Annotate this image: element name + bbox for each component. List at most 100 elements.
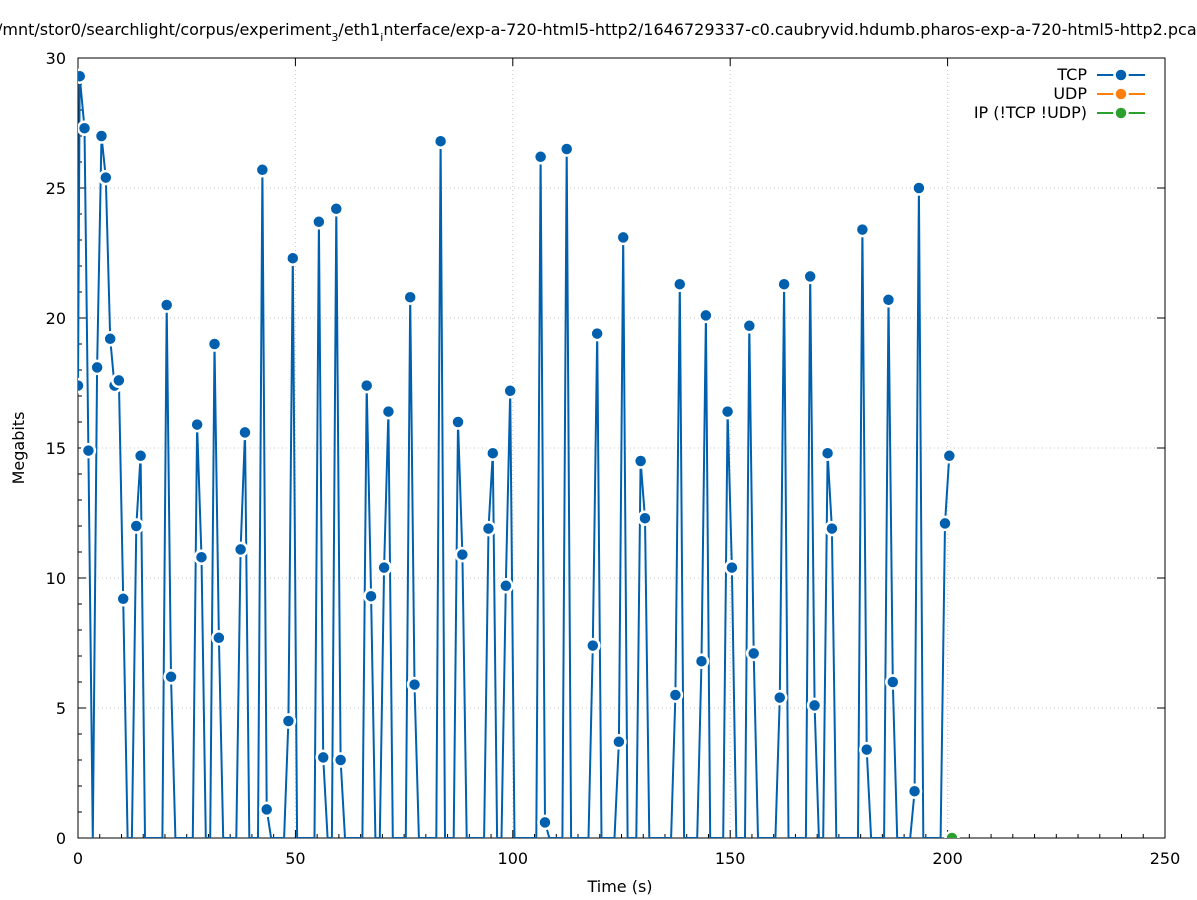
data-point <box>376 559 392 576</box>
series-line-0 <box>78 75 951 838</box>
data-point <box>498 578 514 594</box>
data-point <box>454 546 471 563</box>
data-point <box>585 637 601 654</box>
data-point <box>98 169 114 186</box>
data-point <box>485 445 501 461</box>
data-point <box>132 448 149 464</box>
data-point <box>450 414 466 430</box>
x-axis-label: Time (s) <box>586 877 652 896</box>
data-point <box>402 289 418 305</box>
data-point <box>193 549 210 565</box>
data-point <box>589 325 605 342</box>
y-tick-label: 10 <box>46 569 66 588</box>
data-point <box>232 541 249 558</box>
data-point <box>211 630 227 646</box>
data-point <box>280 713 297 729</box>
y-tick-label: 25 <box>46 179 66 198</box>
data-point <box>206 336 223 352</box>
data-point <box>806 697 823 714</box>
data-point <box>78 68 88 84</box>
x-tick-label: 200 <box>932 849 963 868</box>
data-point <box>311 214 327 230</box>
data-point <box>502 383 518 399</box>
data-point <box>93 128 110 144</box>
data-point <box>802 268 818 285</box>
data-point <box>258 801 275 818</box>
data-point <box>885 674 901 690</box>
data-point <box>380 403 397 420</box>
data-point <box>315 749 331 766</box>
data-point <box>128 518 145 534</box>
y-tick-label: 20 <box>46 309 66 328</box>
data-point <box>819 445 836 461</box>
data-point <box>537 814 553 831</box>
data-point <box>698 307 714 324</box>
data-point <box>911 180 927 196</box>
x-tick-label: 100 <box>498 849 529 868</box>
data-point <box>558 141 575 157</box>
data-point <box>115 591 131 607</box>
data-point <box>880 292 897 308</box>
data-point <box>941 448 958 464</box>
data-point <box>158 297 175 313</box>
data-point <box>824 520 840 537</box>
data-point <box>237 424 253 441</box>
data-point <box>667 687 684 703</box>
data-point <box>285 250 301 266</box>
y-tick-label: 5 <box>56 699 66 718</box>
data-point <box>906 783 923 799</box>
y-tick-label: 30 <box>46 49 66 68</box>
data-point <box>89 359 105 376</box>
data-point <box>672 276 688 292</box>
data-point <box>102 331 118 347</box>
data-point <box>854 221 871 238</box>
data-point <box>78 377 86 394</box>
data-point <box>776 276 792 292</box>
data-point <box>80 442 97 459</box>
y-axis-label: Megabits <box>9 412 28 485</box>
data-point <box>745 645 762 662</box>
data-point <box>480 520 497 537</box>
series-layer <box>78 68 960 838</box>
data-point <box>328 201 345 217</box>
data-point <box>532 149 549 165</box>
data-point <box>693 653 710 669</box>
data-point <box>358 377 375 394</box>
data-point <box>944 830 960 838</box>
chart-title: /mnt/stor0/searchlight/corpus/experiment… <box>0 20 1197 44</box>
data-point <box>615 229 631 246</box>
data-point <box>406 676 423 693</box>
legend-marker <box>1113 86 1129 102</box>
legend-label: TCP <box>1056 65 1087 84</box>
data-point <box>637 510 653 526</box>
data-point <box>163 669 179 685</box>
data-point <box>111 372 127 389</box>
data-point <box>772 689 788 706</box>
x-tick-label: 150 <box>715 849 746 868</box>
legend-marker <box>1113 105 1129 121</box>
data-point <box>937 515 953 532</box>
data-point <box>611 734 627 750</box>
axes: 0 50 100 150 200 250 0 5 10 15 20 25 30 <box>46 49 1181 868</box>
y-tick-label: 0 <box>56 829 66 848</box>
data-point <box>332 752 349 768</box>
data-point <box>78 120 93 136</box>
data-point <box>363 588 379 604</box>
x-tick-label: 0 <box>73 849 83 868</box>
legend-label: UDP <box>1053 84 1087 103</box>
data-point <box>632 453 649 469</box>
x-tick-label: 250 <box>1150 849 1181 868</box>
data-point <box>741 318 758 334</box>
legend-label: IP (!TCP !UDP) <box>974 103 1087 122</box>
y-tick-label: 15 <box>46 439 66 458</box>
x-tick-label: 50 <box>285 849 305 868</box>
data-point <box>254 162 271 178</box>
legend-marker <box>1113 67 1129 83</box>
data-point <box>858 741 875 758</box>
data-point <box>719 403 736 420</box>
data-point <box>189 416 205 433</box>
data-point <box>432 133 449 149</box>
data-point <box>724 559 740 576</box>
